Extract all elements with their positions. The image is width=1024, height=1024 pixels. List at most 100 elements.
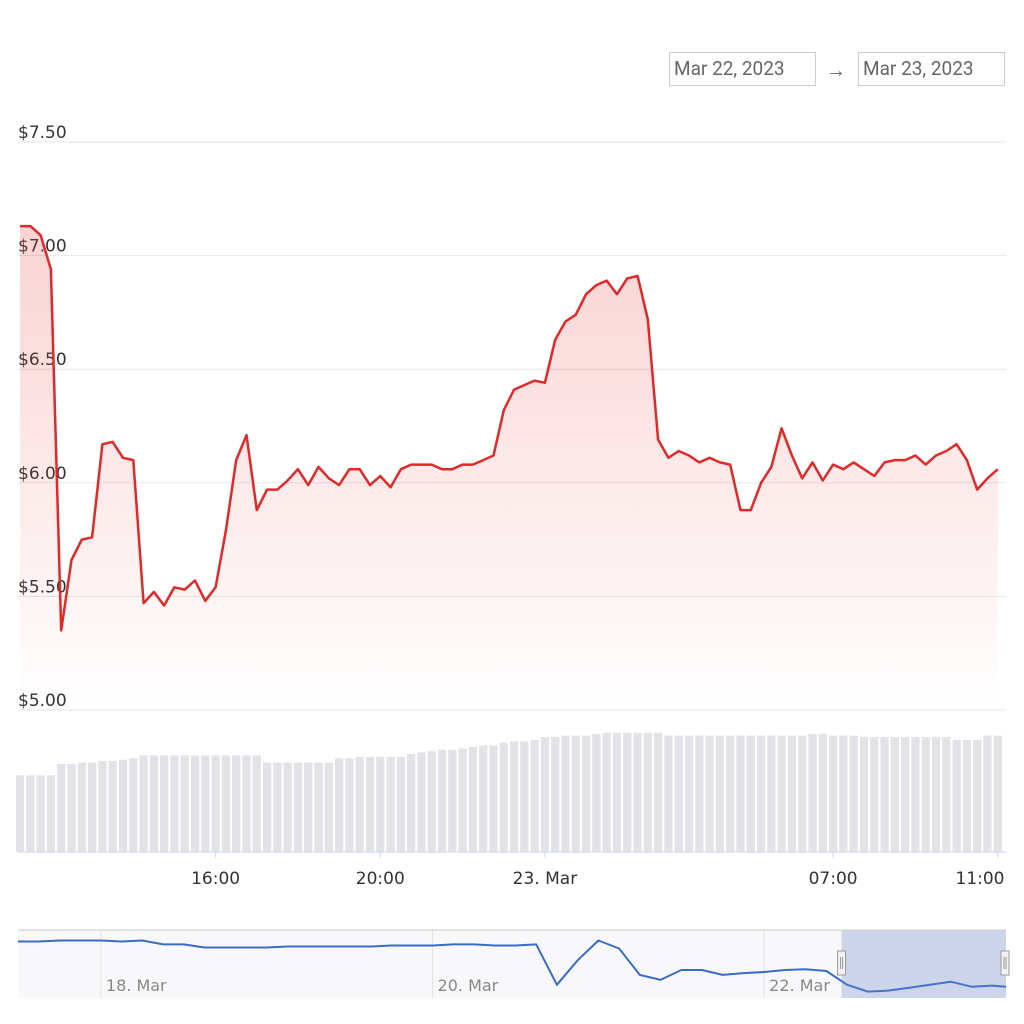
volume-bar	[623, 732, 632, 852]
volume-bar	[314, 762, 323, 852]
volume-bar	[118, 759, 128, 852]
volume-bar	[684, 735, 694, 852]
volume-bar	[36, 775, 45, 852]
volume-bar	[437, 749, 447, 852]
volume-bar	[98, 761, 107, 852]
volume-bar	[705, 735, 714, 852]
price-line	[20, 224, 999, 632]
volume-bar	[26, 775, 35, 852]
volume-bar	[509, 741, 519, 852]
x-tick-label: 11:00	[956, 869, 1005, 889]
volume-bar	[993, 735, 1002, 852]
navigator-handle[interactable]	[837, 950, 847, 976]
volume-bar	[67, 763, 76, 852]
volume-bar	[808, 734, 817, 852]
volume-bar	[571, 735, 580, 852]
volume-bar	[355, 756, 364, 852]
volume-bar	[736, 735, 745, 852]
volume-bar	[828, 735, 838, 852]
volume-bar	[57, 763, 66, 852]
volume-bar	[901, 736, 910, 852]
volume-bar	[499, 742, 508, 852]
volume-bar	[77, 762, 86, 852]
navigator-tick-label: 20. Mar	[438, 976, 499, 995]
volume-bar	[612, 732, 622, 852]
date-arrow: →	[826, 58, 846, 82]
volume-bar	[530, 739, 539, 852]
volume-bar	[262, 762, 272, 852]
volume-bar	[674, 735, 683, 852]
volume-bar	[108, 761, 117, 852]
date-to[interactable]: Mar 23, 2023	[858, 52, 1005, 86]
volume-bar	[602, 732, 611, 852]
volume-bar	[324, 762, 333, 852]
volume-bar	[973, 739, 982, 852]
volume-bar	[427, 751, 436, 852]
volume-bar	[46, 775, 56, 852]
volume-bar	[695, 735, 704, 852]
volume-bar	[160, 755, 169, 852]
volume-bar	[386, 756, 395, 852]
volume-bar	[756, 735, 766, 852]
volume-bar	[201, 755, 210, 852]
volume-bar	[746, 735, 755, 852]
volume-bar	[252, 755, 261, 852]
volume-bar	[983, 735, 992, 852]
navigator-handle[interactable]	[1000, 950, 1010, 976]
volume-bar	[654, 732, 663, 852]
navigator-tick-label: 18. Mar	[106, 976, 167, 995]
volume-bar	[129, 758, 138, 852]
volume-bar	[633, 732, 642, 852]
volume-bar	[849, 735, 858, 852]
volume-bar	[890, 736, 899, 852]
volume-bar	[839, 735, 848, 852]
volume-bar	[417, 752, 426, 852]
volume-bar	[273, 762, 282, 852]
volume-bar	[777, 735, 786, 852]
volume-bar	[520, 741, 529, 852]
volume-bar	[942, 736, 951, 852]
volume-bar	[365, 756, 375, 852]
navigator-selection[interactable]	[841, 930, 1006, 998]
volume-bar	[551, 736, 560, 852]
volume-bar	[15, 775, 25, 852]
volume-bar	[221, 755, 231, 852]
volume-bar	[540, 736, 550, 852]
volume-bar	[396, 756, 405, 852]
volume-bar	[283, 762, 292, 852]
volume-bar	[931, 736, 941, 852]
volume-bar	[921, 736, 930, 852]
volume-bar	[715, 735, 725, 852]
volume-bar	[859, 736, 869, 852]
volume-bar	[643, 732, 652, 852]
volume-bar	[787, 735, 797, 852]
volume-bar	[87, 762, 97, 852]
x-tick-label: 20:00	[356, 869, 405, 889]
volume-bar	[304, 762, 313, 852]
volume-bar	[407, 754, 416, 852]
volume-bar	[211, 755, 220, 852]
volume-bar	[334, 758, 344, 852]
x-tick-label: 23. Mar	[513, 869, 578, 889]
volume-bar	[952, 739, 961, 852]
volume-bar	[190, 755, 200, 852]
volume-bar	[170, 755, 179, 852]
volume-bar	[448, 749, 457, 852]
volume-bar	[726, 735, 735, 852]
volume-bar	[468, 746, 478, 852]
volume-bar	[581, 735, 591, 852]
volume-bar	[767, 735, 776, 852]
volume-bar	[345, 758, 354, 852]
volume-bar	[293, 762, 303, 852]
volume-bar	[818, 734, 827, 852]
volume-bar	[870, 736, 879, 852]
volume-bar	[489, 745, 498, 852]
volume-bar	[561, 735, 570, 852]
volume-bar	[479, 745, 488, 852]
date-from[interactable]: Mar 22, 2023	[669, 52, 816, 86]
price-area	[20, 226, 998, 710]
volume-bar	[798, 735, 807, 852]
price-line	[18, 939, 1007, 993]
